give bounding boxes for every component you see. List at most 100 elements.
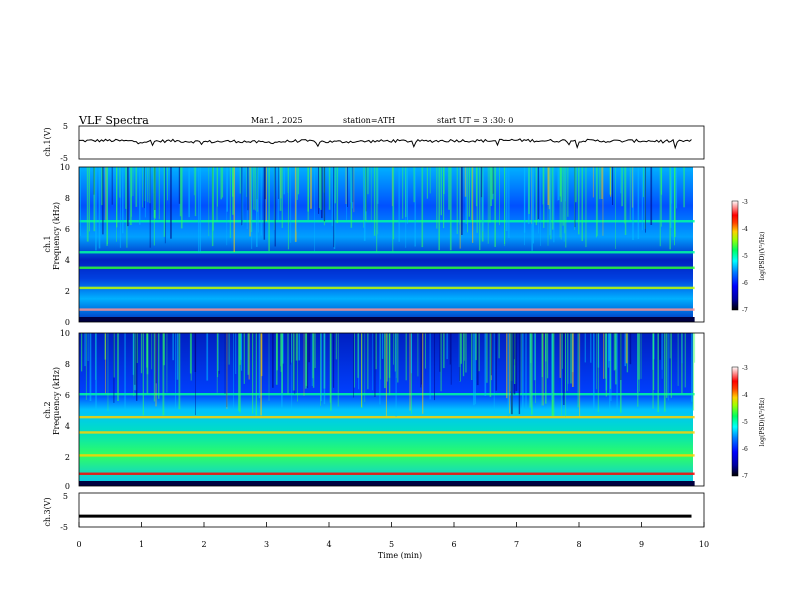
time-tick-label: 0 xyxy=(76,540,81,549)
ch2-sferic-streak xyxy=(666,333,668,398)
ch1-sferic-streak xyxy=(599,167,601,200)
ch1-sferic-streak xyxy=(557,167,559,201)
ch2-freq-tick-2: 2 xyxy=(65,453,70,462)
ch2-sferic-streak xyxy=(525,333,527,408)
ch1-sferic-streak xyxy=(364,167,367,222)
ch2-sferic-streak xyxy=(235,333,237,374)
ch1-sferic-streak xyxy=(158,167,160,220)
ch2-sferic-streak xyxy=(694,333,696,363)
ch2-sferic-streak xyxy=(162,333,165,416)
ch2-sferic-streak xyxy=(484,333,487,396)
ch1-sferic-streak xyxy=(318,167,320,214)
ch1-sferic-streak xyxy=(226,167,228,246)
ch2-freq-tick-4: 4 xyxy=(65,422,70,431)
colorbar-ch2-tick--7: -7 xyxy=(742,473,748,480)
ch2-sferic-streak xyxy=(409,333,411,411)
ch2-sferic-streak xyxy=(155,333,157,384)
ch2-sferic-streak xyxy=(239,333,241,365)
ch2-sferic-streak xyxy=(353,333,354,398)
ch1-sferic-streak xyxy=(179,167,182,217)
ch1-sferic-streak xyxy=(661,167,662,227)
ch2-sferic-streak xyxy=(625,333,628,364)
ch2-sferic-streak xyxy=(281,333,283,394)
time-axis: 0 1 2 3 4 5 6 7 8 9 10 xyxy=(76,522,709,549)
ch2-channel-label: ch.2 xyxy=(43,401,52,418)
colorbar-ch2-tick--4: -4 xyxy=(742,392,748,399)
ch1-sferic-streak xyxy=(660,167,663,195)
ch1-frame xyxy=(78,125,705,160)
ch1-sferic-streak xyxy=(310,167,312,209)
ch2-sferic-streak xyxy=(667,333,669,401)
ch2-sferic-streak xyxy=(669,333,671,359)
ch2-sferic-streak xyxy=(367,333,369,390)
ch2-sferic-streak xyxy=(417,333,419,377)
ch2-sferic-streak xyxy=(314,333,316,368)
ch2-sferic-streak xyxy=(545,333,547,362)
ch1-sferic-streak xyxy=(373,167,376,236)
ch2-sferic-streak xyxy=(276,333,278,371)
ch2-sferic-streak xyxy=(561,333,562,416)
ch2-sferic-streak xyxy=(354,333,355,388)
ch1-sferic-streak xyxy=(494,167,496,247)
ch1-sferic-streak xyxy=(461,167,463,235)
ch1-sferic-streak xyxy=(565,167,566,202)
ch2-sferic-streak xyxy=(596,333,597,390)
ch1-sferic-streak xyxy=(363,167,366,241)
ch2-sferic-streak xyxy=(584,333,586,363)
ch1-sferic-streak xyxy=(144,167,146,218)
ch2-sferic-streak xyxy=(626,333,629,373)
ch2-sferic-streak xyxy=(410,333,412,374)
ch1-waveform-line xyxy=(79,138,692,150)
ch1-sferic-streak xyxy=(233,167,235,252)
ch1-sferic-streak xyxy=(320,167,322,210)
ch2-sferic-streak xyxy=(146,333,148,368)
ch1-sferic-streak xyxy=(637,167,640,239)
ch2-sferic-streak xyxy=(320,333,323,402)
ch2-sferic-streak xyxy=(590,333,592,363)
ch1-sferic-streak xyxy=(220,167,223,200)
ch1-sferic-streak xyxy=(287,167,289,250)
ch2-sferic-streak xyxy=(107,333,109,412)
ch2-sferic-streak xyxy=(294,333,296,395)
ch1-sferic-streak xyxy=(531,167,533,251)
ch2-sferic-streak xyxy=(224,333,226,394)
ch2-sferic-streak xyxy=(84,333,86,367)
ch2-sferic-streak xyxy=(218,333,220,374)
ch1-sferic-streak xyxy=(370,167,372,222)
ch2-sferic-streak xyxy=(546,333,549,379)
ch1-ytick-top: 5 xyxy=(63,122,68,131)
ch2-sferic-streak xyxy=(411,333,412,414)
ch2-sferic-streak xyxy=(337,333,339,407)
ch1-sferic-streak xyxy=(281,167,283,228)
ch2-sferic-streak xyxy=(605,333,607,397)
ch2-sferic-streak xyxy=(312,333,315,388)
ch2-sferic-streak xyxy=(95,333,97,416)
ch1-sferic-streak xyxy=(471,167,473,221)
ch1-sferic-streak xyxy=(398,167,400,242)
ch1-sferic-streak xyxy=(163,167,165,237)
ch1-sferic-streak xyxy=(351,167,353,209)
ch2-band-0 xyxy=(79,472,695,475)
ch1-sferic-streak xyxy=(273,167,275,231)
ch2-sferic-streak xyxy=(380,333,381,380)
ch2-sferic-streak xyxy=(381,333,384,359)
ch1-sferic-streak xyxy=(198,167,199,253)
ch1-sferic-streak xyxy=(93,167,96,232)
ch1-sferic-streak xyxy=(294,167,297,242)
ch1-sferic-streak xyxy=(489,167,491,223)
ch1-sferic-streak xyxy=(645,167,646,233)
ch1-sferic-streak xyxy=(472,167,474,243)
ch1-sferic-streak xyxy=(178,167,181,204)
ch1-sferic-streak xyxy=(154,167,156,210)
ch1-sferic-streak xyxy=(167,167,168,201)
ch1-sferic-streak xyxy=(468,167,470,217)
ch1-sferic-streak xyxy=(602,167,604,236)
ch2-sferic-streak xyxy=(567,333,569,384)
ch1-sferic-streak xyxy=(552,167,554,230)
ch1-sferic-streak xyxy=(559,167,561,197)
ch1-sferic-streak xyxy=(328,167,331,210)
ch2-sferic-streak xyxy=(681,333,683,364)
ch2-sferic-streak xyxy=(522,333,524,416)
ch1-freq-tick-4: 4 xyxy=(65,256,70,265)
